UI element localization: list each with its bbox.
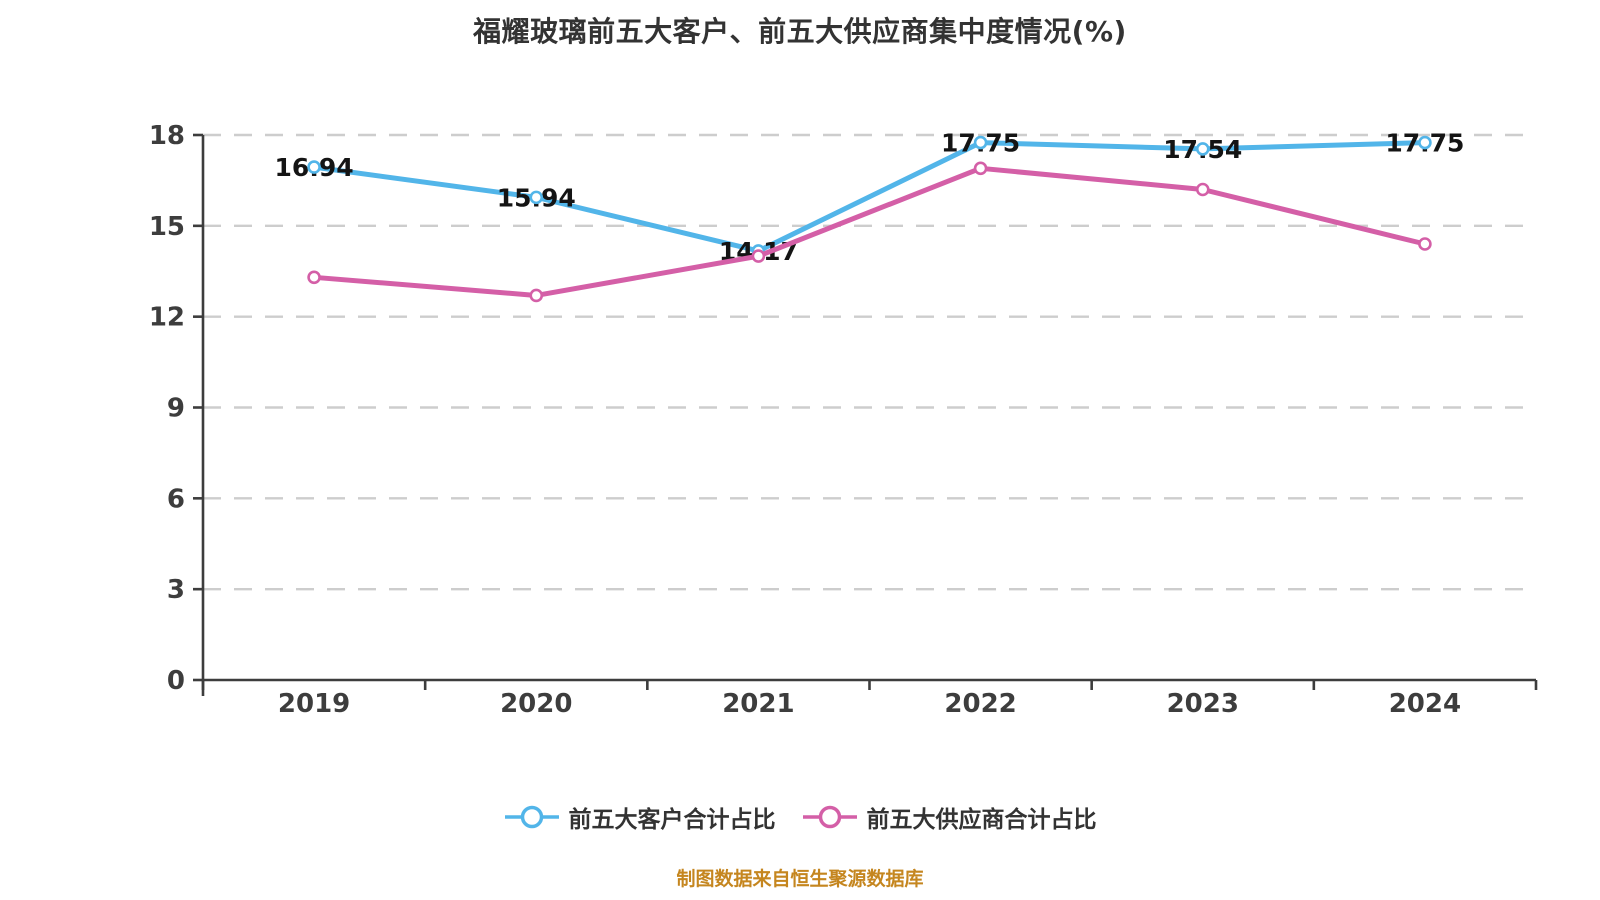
y-tick-label: 0 <box>167 666 185 696</box>
x-tick-label: 2022 <box>944 689 1016 719</box>
source-note: 制图数据来自恒生聚源数据库 <box>676 868 924 890</box>
data-point-marker <box>973 135 988 150</box>
data-point-marker <box>529 288 544 303</box>
y-tick-label: 15 <box>149 212 185 242</box>
data-point-marker <box>307 270 321 285</box>
chart-title: 福耀玻璃前五大客户、前五大供应商集中度情况(%) <box>473 15 1127 48</box>
x-tick-label: 2020 <box>500 689 572 719</box>
y-tick-label: 12 <box>149 303 185 333</box>
customer-series-legend-marker <box>504 805 559 829</box>
legend-label-top5-customers: 前五大客户合计占比 <box>568 807 776 833</box>
legend-item-top5-customers[interactable]: 前五大客户合计占比 <box>504 800 776 834</box>
data-point-marker <box>751 249 766 263</box>
series-line-customers <box>311 140 1428 254</box>
y-tick-label: 9 <box>167 394 185 424</box>
legend-label-top5-suppliers: 前五大供应商合计占比 <box>866 807 1097 833</box>
data-point-marker <box>529 190 544 205</box>
x-tick-label: 2023 <box>1167 689 1239 719</box>
supplier-series-legend-marker <box>802 805 857 829</box>
chart-legend: 前五大客户合计占比 前五大供应商合计占比 <box>0 800 1600 834</box>
series-line-suppliers <box>311 165 1428 298</box>
y-tick-label: 18 <box>149 121 185 151</box>
x-tick-label: 2024 <box>1389 689 1461 719</box>
data-point-marker <box>1418 135 1432 150</box>
data-point-marker <box>1418 237 1432 251</box>
data-point-marker <box>307 160 321 174</box>
data-point-marker <box>1195 182 1210 197</box>
x-tick-label: 2019 <box>278 689 350 719</box>
x-tick-label: 2021 <box>722 689 794 719</box>
legend-item-top5-suppliers[interactable]: 前五大供应商合计占比 <box>802 800 1097 834</box>
y-tick-label: 3 <box>167 575 185 605</box>
y-tick-label: 6 <box>167 484 185 514</box>
data-point-marker <box>973 161 988 176</box>
data-point-marker <box>1195 142 1210 156</box>
